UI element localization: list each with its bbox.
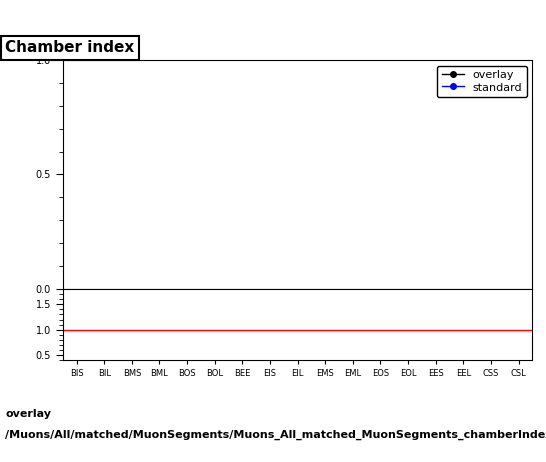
Text: overlay: overlay [5, 409, 51, 419]
Text: /Muons/All/matched/MuonSegments/Muons_All_matched_MuonSegments_chamberIndex: /Muons/All/matched/MuonSegments/Muons_Al… [5, 430, 546, 440]
Legend: overlay, standard: overlay, standard [437, 66, 527, 97]
Text: Chamber index: Chamber index [5, 41, 135, 55]
